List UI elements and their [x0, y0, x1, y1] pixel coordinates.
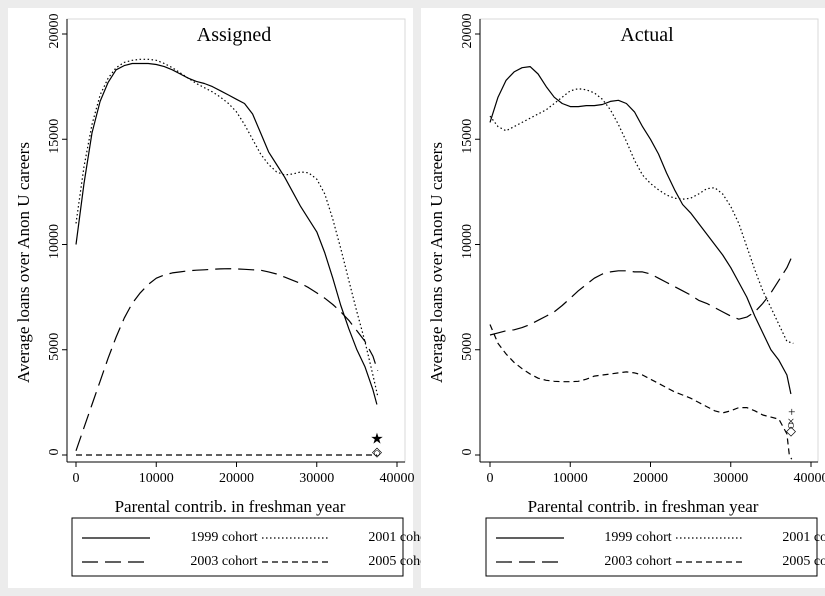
panel-2-plot-area	[479, 18, 819, 463]
panel-2-y-tick-label-1: 5000	[460, 333, 475, 361]
panel-1-x-axis-label: Parental contrib. in freshman year	[115, 497, 346, 516]
panel-1-legend	[71, 517, 404, 577]
panel-1-series-2001-cohort-line	[75, 58, 379, 397]
panel-2-x-tick-label-1: 10000	[553, 471, 588, 486]
panel-2-marker-3: ◇	[786, 423, 796, 438]
panel-1-x-tick-label-0: 0	[73, 471, 80, 486]
panel-1-legend-label-1: 2001 cohort	[368, 530, 435, 545]
panel-1-series-2003-cohort-line	[75, 268, 379, 451]
panel-2-y-tick-label-2: 10000	[460, 224, 475, 259]
panel-1-y-tick-label-4: 20000	[47, 14, 62, 49]
panel-2-legend	[485, 517, 818, 577]
panel-2-x-tick-label-0: 0	[487, 471, 494, 486]
panel-2-series-2005-cohort-line	[489, 324, 793, 460]
panel-2-legend-label-1: 2001 cohort	[782, 530, 825, 545]
panel-2-y-tick-label-0: 0	[460, 449, 475, 456]
panel-2-title: Actual	[620, 24, 674, 46]
panel-1-plot-area	[66, 18, 406, 463]
panel-2-y-tick-label-3: 15000	[460, 119, 475, 154]
panel-1-x-tick-label-1: 10000	[139, 471, 174, 486]
panel-2-x-axis-label: Parental contrib. in freshman year	[528, 497, 759, 516]
panel-1-x-tick-label-4: 40000	[380, 471, 415, 486]
panel-2-marker-0: +	[788, 404, 795, 419]
panel-2-y-tick-label-4: 20000	[460, 14, 475, 49]
panel-1-marker-0: ★	[370, 432, 383, 448]
panel-1-legend-label-0: 1999 cohort	[190, 530, 257, 545]
panel-2-marker-2: ○	[787, 418, 795, 433]
panel-1-series-1999-cohort-line	[75, 62, 378, 405]
panel-2-x-tick-label-4: 40000	[794, 471, 825, 486]
panel-1-legend-label-2: 2003 cohort	[190, 554, 257, 569]
panel-1-y-tick-label-1: 5000	[47, 333, 62, 361]
panel-1-x-tick-label-3: 30000	[299, 471, 334, 486]
panel-2-marker-1: ×	[787, 413, 794, 428]
panel-2-legend-label-3: 2005 cohort	[782, 554, 825, 569]
panel-1-y-axis-label: Average loans over Anon U careers	[14, 142, 33, 383]
panel-1-y-tick-label-2: 10000	[47, 224, 62, 259]
panel-1-legend-label-3: 2005 cohort	[368, 554, 435, 569]
panel-1-marker-1: ◇	[372, 444, 382, 459]
panel-2-y-axis-label: Average loans over Anon U careers	[427, 142, 446, 383]
panel-2-series-1999-cohort-line	[489, 66, 792, 395]
panel-2-x-tick-label-2: 20000	[633, 471, 668, 486]
panel-1-y-tick-label-3: 15000	[47, 119, 62, 154]
panel-2-legend-label-2: 2003 cohort	[604, 554, 671, 569]
panel-1-x-tick-label-2: 20000	[219, 471, 254, 486]
panel-2-legend-label-0: 1999 cohort	[604, 530, 671, 545]
panel-1-title: Assigned	[197, 24, 271, 46]
panel-2-series-2003-cohort-line	[489, 256, 793, 336]
panel-1-y-tick-label-0: 0	[47, 449, 62, 456]
panel-1-marker-2: ○	[373, 445, 381, 460]
panel-2-x-tick-label-3: 30000	[713, 471, 748, 486]
